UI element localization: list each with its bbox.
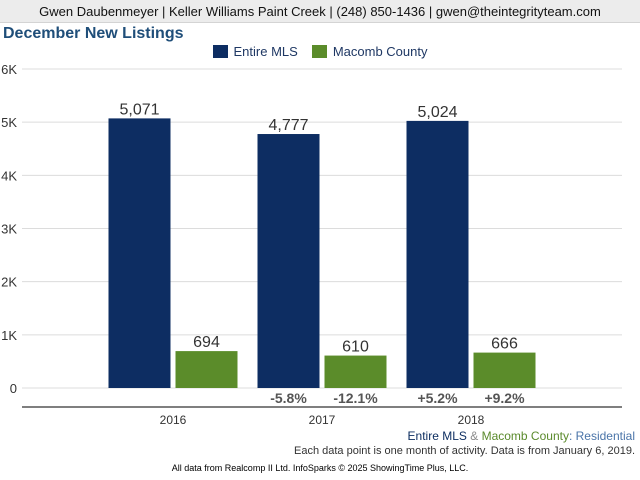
legend-label-macomb-county: Macomb County bbox=[332, 44, 428, 59]
x-tick-label: 2018 bbox=[458, 413, 485, 427]
bar-entire-mls bbox=[108, 118, 171, 388]
contact-header-bar: Gwen Daubenmeyer | Keller Williams Paint… bbox=[0, 0, 640, 23]
bar-entire-mls bbox=[257, 134, 320, 388]
y-tick-label: 6K bbox=[1, 62, 17, 77]
legend-item-macomb-county[interactable]: Macomb County bbox=[311, 44, 428, 59]
y-tick-label: 5K bbox=[1, 115, 17, 130]
x-tick-label: 2017 bbox=[309, 413, 336, 427]
legend-item-entire-mls[interactable]: Entire MLS bbox=[212, 44, 298, 59]
contact-text: Gwen Daubenmeyer | Keller Williams Paint… bbox=[39, 3, 601, 19]
subtitle-county: Macomb County bbox=[481, 429, 569, 443]
chart-legend: Entire MLS Macomb County bbox=[0, 44, 640, 59]
data-label: 666 bbox=[491, 336, 518, 353]
legend-swatch-entire-mls bbox=[212, 45, 228, 58]
bar-macomb-county bbox=[324, 355, 387, 388]
change-label: +5.2% bbox=[417, 390, 458, 406]
data-label: 4,777 bbox=[268, 117, 308, 134]
change-label: +9.2% bbox=[484, 390, 525, 406]
bar-chart: 0 1K 2K 3K 4K 5K 6K 5,071 694 2016 4,777 -5.8% 610 -1… bbox=[1, 62, 622, 427]
chart-title: December New Listings bbox=[3, 25, 184, 42]
bar-macomb-county bbox=[473, 352, 536, 388]
change-label: -12.1% bbox=[333, 390, 378, 406]
data-label: 5,024 bbox=[417, 104, 457, 121]
legend-label-entire-mls: Entire MLS bbox=[233, 44, 298, 59]
bar-macomb-county bbox=[175, 351, 238, 388]
data-note: Each data point is one month of activity… bbox=[294, 445, 635, 457]
x-tick-label: 2016 bbox=[160, 413, 187, 427]
change-label: -5.8% bbox=[270, 390, 307, 406]
y-tick-label: 1K bbox=[1, 328, 17, 343]
data-label: 610 bbox=[342, 339, 369, 356]
y-tick-label: 4K bbox=[1, 168, 17, 183]
legend-swatch-macomb-county bbox=[311, 45, 327, 58]
footer-credit: All data from Realcomp II Ltd. InfoSpark… bbox=[171, 463, 469, 473]
y-tick-label: 0 bbox=[10, 381, 17, 396]
y-tick-label: 2K bbox=[1, 275, 17, 290]
subtitle-mls: Entire MLS bbox=[407, 429, 467, 443]
data-label: 694 bbox=[193, 334, 220, 351]
data-label: 5,071 bbox=[119, 101, 159, 118]
bar-entire-mls bbox=[406, 120, 469, 389]
subtitle-amp: & bbox=[470, 429, 479, 443]
subtitle-suffix: : Residential bbox=[568, 429, 635, 443]
y-tick-label: 3K bbox=[1, 222, 17, 237]
chart-subtitle: Entire MLS & Macomb County: Residential bbox=[408, 429, 635, 443]
